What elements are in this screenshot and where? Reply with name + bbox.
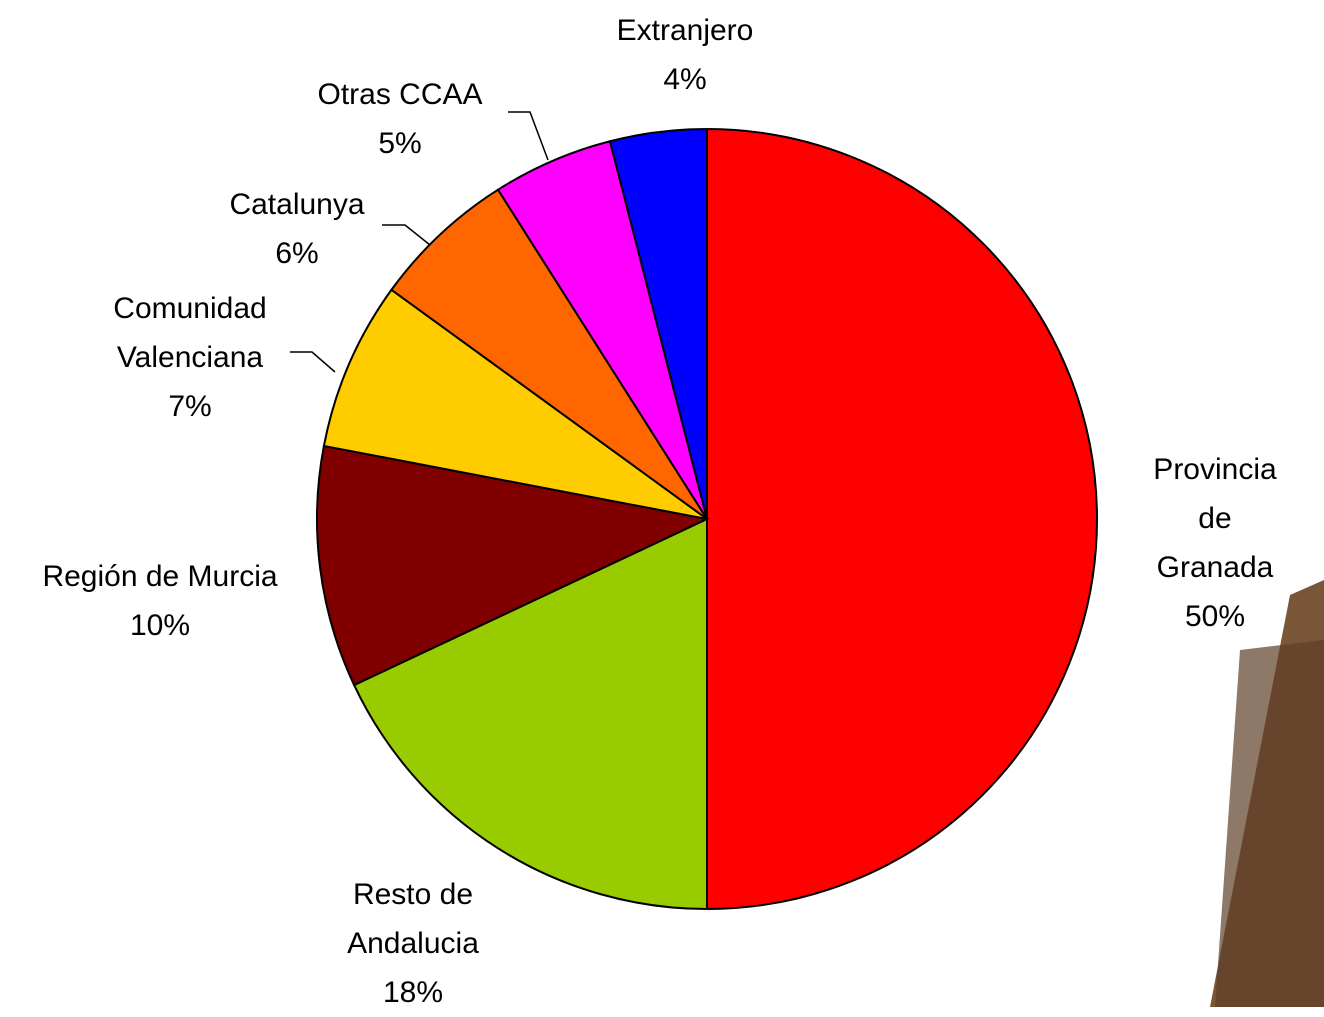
category-label: Resto de Andalucia <box>347 878 479 960</box>
category-label: Extranjero <box>616 14 754 47</box>
pie-slice <box>608 127 708 520</box>
pie-slice <box>706 127 1098 911</box>
pie-slice <box>390 188 708 520</box>
photo-fragment-shade <box>1215 640 1324 1007</box>
slice-label: Comunidad Valenciana 7% <box>113 284 266 431</box>
leader-line <box>508 111 549 161</box>
category-label: Comunidad Valenciana <box>113 292 267 374</box>
pie-slice <box>352 517 708 911</box>
slice-label: Región de Murcia 10% <box>42 552 277 650</box>
category-label: Otras CCAA <box>317 78 483 111</box>
leader-line <box>290 351 336 373</box>
value-label: 5% <box>378 127 422 160</box>
slice-label: Otras CCAA 5% <box>317 70 482 168</box>
category-label: Región de Murcia <box>42 560 278 593</box>
pie-slice <box>322 288 708 520</box>
slice-label: Resto de Andalucia 18% <box>347 870 479 1017</box>
slice-label: Catalunya 6% <box>229 180 364 278</box>
value-label: 4% <box>663 63 707 96</box>
slice-label: Provincia de Granada 50% <box>1153 445 1276 641</box>
value-label: 7% <box>168 390 212 423</box>
value-label: 50% <box>1184 600 1246 633</box>
category-label: Catalunya <box>229 188 365 221</box>
value-label: 18% <box>382 976 444 1009</box>
leader-line <box>382 224 431 246</box>
slice-label: Extranjero 4% <box>617 6 754 104</box>
category-label: Provincia de Granada <box>1153 453 1277 584</box>
pie-slice <box>316 444 711 687</box>
value-label: 6% <box>275 237 319 270</box>
value-label: 10% <box>129 609 191 642</box>
